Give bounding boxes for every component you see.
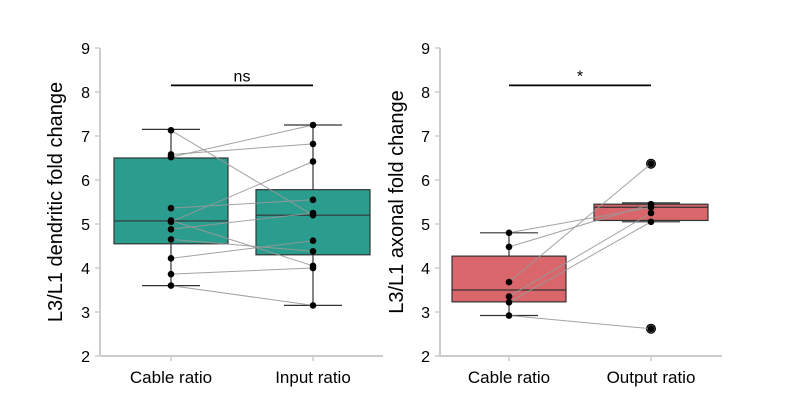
data-point (505, 229, 513, 237)
data-point (167, 153, 175, 161)
y-tick-label: 9 (421, 41, 430, 58)
data-point (647, 325, 655, 333)
y-tick-label: 9 (81, 41, 90, 58)
data-point (309, 140, 317, 148)
significance-label: ns (234, 68, 251, 85)
paired-line (508, 163, 652, 283)
x-tick-label: Cable ratio (468, 368, 550, 387)
y-tick-label: 8 (421, 85, 430, 102)
y-axis-label: L3/L1 axonal fold change (386, 90, 408, 314)
paired-line (170, 240, 314, 259)
data-point (647, 200, 655, 208)
paired-line (170, 267, 314, 275)
x-tick-label: Cable ratio (130, 368, 212, 387)
paired-line (170, 238, 314, 252)
data-point (167, 236, 175, 243)
data-point (309, 237, 317, 245)
x-tick-label: Output ratio (607, 368, 696, 387)
y-axis-label: L3/L1 dendritic fold change (45, 82, 67, 322)
paired-line (508, 315, 652, 330)
chart-panel-2: 2 3 4 5 6 7 8 9 L3/L1 axonal fold change Cable ra… (386, 41, 722, 387)
y-tick-label: 2 (81, 349, 90, 366)
y-tick-label: 8 (81, 85, 90, 102)
data-point (309, 209, 317, 217)
data-point (167, 126, 175, 134)
y-tick-label: 6 (421, 173, 430, 190)
paired-line (508, 221, 652, 303)
paired-line (170, 143, 314, 155)
paired-line (170, 199, 314, 209)
data-point (309, 264, 317, 272)
data-point (647, 218, 655, 226)
paired-line (170, 220, 314, 267)
y-tick-label: 3 (421, 305, 430, 322)
data-point (309, 196, 317, 204)
data-point (167, 282, 175, 289)
y-tick-label: 4 (421, 261, 430, 278)
data-point (309, 302, 317, 309)
paired-line (508, 212, 652, 298)
data-point (647, 209, 655, 217)
data-point (167, 218, 175, 226)
data-point (505, 293, 513, 300)
significance-label: * (577, 68, 583, 85)
data-point (309, 121, 317, 129)
y-tick-label: 7 (81, 129, 90, 146)
data-point (167, 255, 175, 262)
x-tick-label: Input ratio (275, 368, 351, 387)
paired-line (170, 212, 314, 230)
paired-line (170, 285, 314, 306)
data-point (505, 243, 513, 251)
y-tick-label: 5 (81, 217, 90, 234)
chart-panel-1: 2 3 4 5 6 7 8 9 L3/L1 dendritic fold change Cable… (45, 41, 383, 387)
y-tick-label: 5 (421, 217, 430, 234)
paired-line (508, 203, 652, 248)
data-point (309, 158, 317, 165)
y-tick-label: 3 (81, 305, 90, 322)
data-point (647, 160, 655, 168)
paired-line (170, 124, 314, 158)
y-tick-label: 7 (421, 129, 430, 146)
data-point (167, 270, 175, 278)
data-point (167, 204, 175, 212)
paired-line (170, 161, 314, 223)
data-point (309, 247, 317, 255)
data-point (505, 299, 513, 306)
y-tick-label: 2 (421, 349, 430, 366)
data-point (167, 225, 175, 233)
y-tick-label: 6 (81, 173, 90, 190)
y-tick-label: 4 (81, 261, 90, 278)
data-point (505, 312, 513, 319)
data-point (505, 278, 513, 286)
